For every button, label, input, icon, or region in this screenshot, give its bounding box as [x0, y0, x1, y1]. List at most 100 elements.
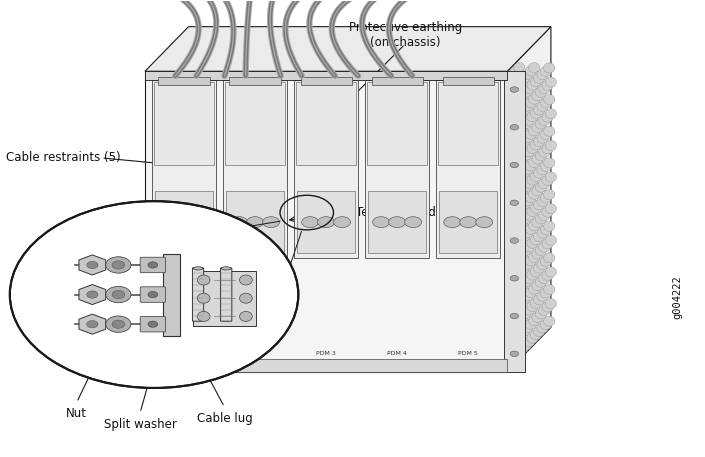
Ellipse shape — [518, 73, 529, 83]
Circle shape — [302, 217, 319, 228]
Ellipse shape — [535, 245, 546, 255]
Ellipse shape — [503, 104, 515, 114]
Circle shape — [112, 291, 125, 299]
Ellipse shape — [508, 178, 520, 188]
Ellipse shape — [537, 101, 548, 112]
Ellipse shape — [508, 336, 520, 346]
Circle shape — [87, 291, 98, 298]
Circle shape — [176, 217, 192, 228]
Ellipse shape — [520, 182, 532, 192]
Ellipse shape — [515, 234, 527, 244]
Ellipse shape — [517, 186, 528, 196]
Ellipse shape — [508, 305, 520, 315]
Ellipse shape — [505, 308, 516, 318]
Ellipse shape — [512, 80, 523, 90]
Circle shape — [192, 217, 209, 228]
Ellipse shape — [520, 277, 532, 287]
Ellipse shape — [522, 196, 533, 206]
Ellipse shape — [503, 167, 515, 177]
Ellipse shape — [510, 255, 521, 266]
Ellipse shape — [545, 298, 556, 308]
Ellipse shape — [221, 267, 231, 270]
Ellipse shape — [539, 147, 550, 157]
Ellipse shape — [525, 98, 537, 108]
Ellipse shape — [515, 266, 527, 276]
Ellipse shape — [529, 126, 540, 136]
Text: Cable lug: Cable lug — [197, 412, 252, 425]
Polygon shape — [145, 71, 508, 372]
Ellipse shape — [535, 87, 546, 97]
Ellipse shape — [529, 63, 540, 73]
Text: Nut: Nut — [66, 407, 87, 420]
Ellipse shape — [525, 161, 537, 171]
Ellipse shape — [520, 308, 532, 319]
Ellipse shape — [535, 151, 546, 161]
FancyBboxPatch shape — [154, 82, 214, 165]
Ellipse shape — [507, 69, 518, 79]
Circle shape — [510, 314, 519, 319]
Ellipse shape — [513, 189, 525, 199]
Ellipse shape — [534, 200, 545, 210]
Ellipse shape — [197, 311, 210, 321]
FancyBboxPatch shape — [155, 191, 213, 253]
Ellipse shape — [193, 267, 203, 270]
Ellipse shape — [527, 143, 538, 154]
Ellipse shape — [532, 249, 543, 259]
Ellipse shape — [524, 273, 534, 283]
Ellipse shape — [505, 87, 516, 96]
FancyBboxPatch shape — [140, 316, 166, 332]
Ellipse shape — [537, 197, 548, 207]
Ellipse shape — [522, 323, 533, 333]
Circle shape — [159, 217, 176, 228]
Ellipse shape — [544, 158, 555, 168]
Ellipse shape — [544, 253, 555, 263]
Ellipse shape — [240, 311, 252, 321]
FancyBboxPatch shape — [226, 191, 284, 253]
Ellipse shape — [539, 305, 550, 315]
Circle shape — [510, 87, 519, 92]
Ellipse shape — [517, 344, 528, 354]
Ellipse shape — [515, 171, 527, 181]
Ellipse shape — [522, 69, 533, 80]
Ellipse shape — [507, 164, 518, 174]
Ellipse shape — [525, 66, 537, 76]
Ellipse shape — [510, 66, 521, 76]
Ellipse shape — [527, 333, 538, 343]
Ellipse shape — [505, 118, 516, 128]
Ellipse shape — [534, 326, 545, 336]
Ellipse shape — [522, 133, 533, 143]
Ellipse shape — [510, 129, 521, 139]
Ellipse shape — [518, 326, 529, 336]
Ellipse shape — [512, 112, 523, 122]
Ellipse shape — [537, 260, 548, 270]
FancyBboxPatch shape — [229, 77, 281, 85]
Ellipse shape — [532, 186, 543, 196]
Ellipse shape — [507, 133, 518, 143]
Ellipse shape — [510, 351, 521, 361]
Ellipse shape — [515, 329, 527, 340]
Ellipse shape — [540, 98, 551, 108]
Ellipse shape — [524, 242, 534, 252]
Ellipse shape — [532, 122, 543, 133]
Circle shape — [106, 257, 131, 273]
Ellipse shape — [513, 220, 525, 230]
Ellipse shape — [518, 200, 529, 209]
Ellipse shape — [537, 133, 548, 143]
Polygon shape — [145, 27, 551, 71]
Ellipse shape — [510, 319, 521, 329]
Ellipse shape — [532, 91, 543, 101]
Ellipse shape — [535, 309, 546, 319]
Ellipse shape — [508, 147, 520, 156]
Ellipse shape — [503, 73, 515, 83]
Ellipse shape — [510, 160, 521, 170]
Ellipse shape — [530, 172, 541, 181]
Ellipse shape — [505, 245, 516, 255]
Ellipse shape — [512, 333, 523, 343]
Ellipse shape — [507, 101, 518, 111]
Ellipse shape — [544, 285, 555, 294]
Ellipse shape — [505, 181, 516, 191]
Ellipse shape — [517, 217, 528, 227]
Ellipse shape — [507, 227, 518, 237]
Ellipse shape — [525, 287, 537, 298]
Ellipse shape — [542, 144, 553, 154]
